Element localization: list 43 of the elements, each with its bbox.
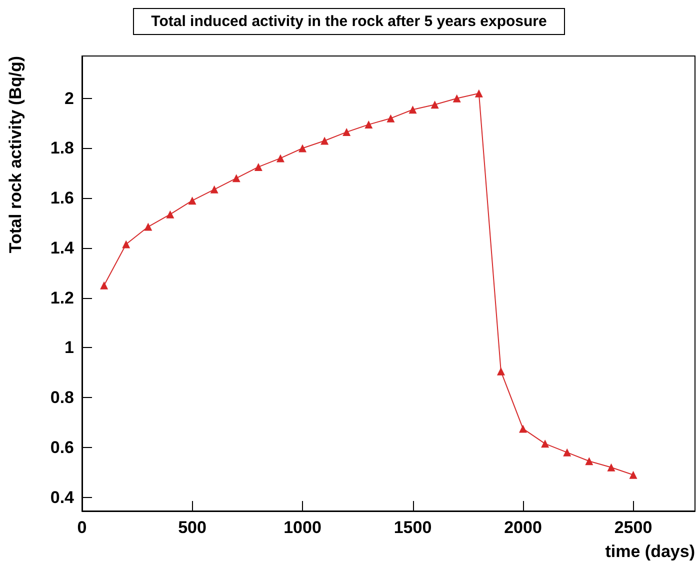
point (276, 154, 284, 162)
point (408, 106, 417, 114)
y-tick-label: 2 (64, 88, 74, 108)
y-tick-label: 0.8 (50, 388, 74, 408)
x-tick-label: 2000 (504, 518, 542, 537)
point (585, 457, 594, 466)
point (342, 128, 351, 136)
point (100, 281, 108, 290)
point (320, 136, 329, 145)
point (254, 162, 262, 171)
y-tick-label: 1.4 (50, 238, 75, 258)
point (386, 114, 395, 122)
y-tick-label: 1.2 (50, 288, 74, 308)
point (210, 185, 218, 194)
point (364, 120, 373, 129)
point (629, 470, 638, 479)
point (144, 222, 152, 231)
point (541, 440, 550, 448)
x-tick-label: 0 (77, 518, 87, 537)
y-tick-label: 1.8 (50, 138, 74, 158)
point (188, 196, 196, 205)
point (166, 210, 174, 218)
point (519, 424, 528, 433)
y-tick-label: 0.4 (50, 488, 75, 507)
chart-title: Total induced activity in the rock after 5 years exposure (151, 13, 547, 30)
point (232, 174, 240, 182)
y-tick-label: 0.6 (50, 438, 74, 457)
x-tick-label: 1500 (394, 518, 432, 537)
y-tick-label: 1.6 (50, 188, 74, 208)
x-tick-label: 500 (178, 518, 206, 537)
point (474, 89, 483, 98)
point (563, 448, 572, 456)
y-axis-title: Total rock activity (Bq/g) (6, 56, 25, 254)
y-tick-label: 1 (64, 338, 74, 358)
point (496, 367, 505, 376)
point (607, 463, 616, 472)
point (122, 240, 130, 248)
point (298, 144, 307, 152)
x-axis-title: time (days) (605, 542, 695, 561)
point (452, 94, 461, 102)
x-tick-label: 1000 (284, 518, 322, 537)
point (430, 100, 439, 109)
x-tick-label: 2500 (614, 518, 652, 537)
